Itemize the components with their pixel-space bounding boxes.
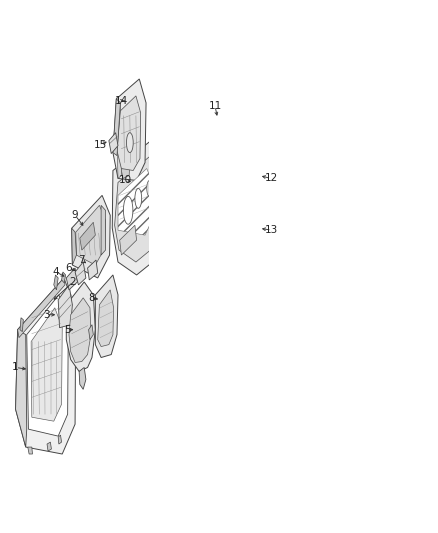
Text: 7: 7 — [78, 255, 85, 265]
Polygon shape — [20, 318, 23, 332]
Text: 15: 15 — [93, 140, 107, 150]
Text: 14: 14 — [115, 96, 128, 106]
Polygon shape — [16, 330, 27, 447]
Polygon shape — [101, 205, 106, 255]
Polygon shape — [76, 205, 106, 265]
Polygon shape — [228, 95, 249, 113]
Polygon shape — [255, 208, 269, 260]
Polygon shape — [253, 113, 260, 192]
Circle shape — [135, 188, 141, 208]
Polygon shape — [58, 435, 62, 444]
Text: 11: 11 — [208, 101, 222, 111]
Polygon shape — [75, 262, 86, 285]
Polygon shape — [198, 125, 215, 151]
Polygon shape — [47, 442, 51, 451]
Polygon shape — [120, 225, 137, 255]
Text: 12: 12 — [265, 173, 278, 183]
Polygon shape — [88, 325, 93, 340]
Circle shape — [147, 181, 152, 196]
Text: 3: 3 — [42, 310, 49, 320]
Polygon shape — [16, 278, 76, 454]
Polygon shape — [113, 99, 120, 156]
Text: 13: 13 — [265, 225, 279, 235]
Text: 6: 6 — [66, 263, 72, 273]
Polygon shape — [189, 86, 254, 215]
Circle shape — [239, 148, 244, 164]
Polygon shape — [98, 290, 113, 346]
Polygon shape — [194, 106, 223, 129]
Polygon shape — [58, 285, 72, 328]
Polygon shape — [227, 91, 255, 179]
Polygon shape — [121, 158, 130, 179]
Polygon shape — [233, 113, 247, 139]
Polygon shape — [88, 260, 98, 280]
Polygon shape — [72, 196, 110, 278]
Polygon shape — [112, 139, 165, 275]
Polygon shape — [80, 222, 95, 250]
Polygon shape — [258, 173, 266, 187]
Text: 1: 1 — [12, 362, 19, 373]
Text: 4: 4 — [53, 267, 60, 277]
Polygon shape — [31, 308, 62, 421]
Polygon shape — [79, 367, 86, 389]
Polygon shape — [95, 275, 118, 358]
Polygon shape — [109, 133, 118, 154]
Text: 2: 2 — [70, 277, 76, 287]
Polygon shape — [62, 272, 66, 283]
Polygon shape — [117, 96, 141, 171]
Circle shape — [201, 155, 207, 171]
Text: 9: 9 — [72, 210, 78, 220]
Text: 10: 10 — [119, 175, 132, 185]
Polygon shape — [72, 228, 76, 265]
Polygon shape — [27, 295, 68, 436]
Polygon shape — [66, 282, 95, 372]
Polygon shape — [28, 447, 32, 454]
Polygon shape — [118, 168, 153, 235]
Polygon shape — [18, 278, 65, 337]
Polygon shape — [184, 69, 261, 228]
Circle shape — [124, 196, 133, 224]
Polygon shape — [113, 79, 146, 181]
Polygon shape — [66, 268, 78, 290]
Circle shape — [127, 133, 133, 152]
Text: 8: 8 — [88, 293, 95, 303]
Polygon shape — [54, 275, 58, 290]
Polygon shape — [115, 156, 160, 262]
Polygon shape — [117, 99, 121, 179]
Polygon shape — [257, 220, 266, 252]
Polygon shape — [192, 101, 226, 179]
Text: 5: 5 — [64, 325, 71, 335]
Polygon shape — [69, 298, 91, 362]
Polygon shape — [184, 192, 260, 228]
